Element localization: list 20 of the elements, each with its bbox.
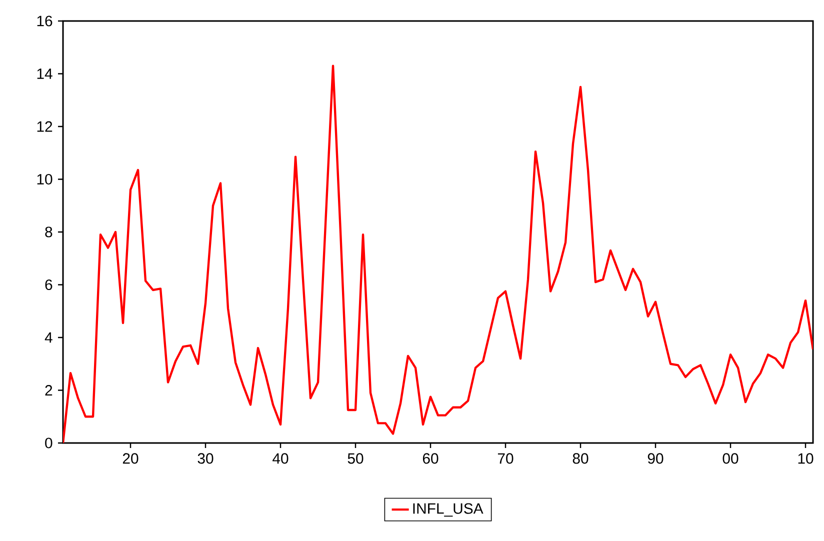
x-tick-label: 60 [422,453,438,464]
y-tick-label: 8 [45,226,52,238]
legend-label: INFL_USA [413,503,484,517]
x-tick-label: 30 [198,453,214,464]
y-tick-label: 4 [44,332,52,343]
x-tick-label: 70 [498,453,514,464]
x-tick-label: 40 [272,453,288,464]
y-tick-label: 6 [45,279,52,290]
y-tick-label: 14 [37,68,52,79]
x-tick-label: 00 [722,453,738,464]
y-tick-label: 2 [45,385,52,396]
x-tick-label: 20 [122,453,138,464]
x-tick-label: 50 [348,453,364,464]
x-tick-label: 10 [798,453,814,464]
x-tick-label: 80 [572,453,588,464]
y-tick-label: 10 [37,174,52,185]
x-tick-label: 90 [648,453,664,464]
y-tick-label: 16 [37,16,52,26]
y-tick-label: 0 [45,438,52,448]
y-tick-label: 12 [37,121,52,132]
